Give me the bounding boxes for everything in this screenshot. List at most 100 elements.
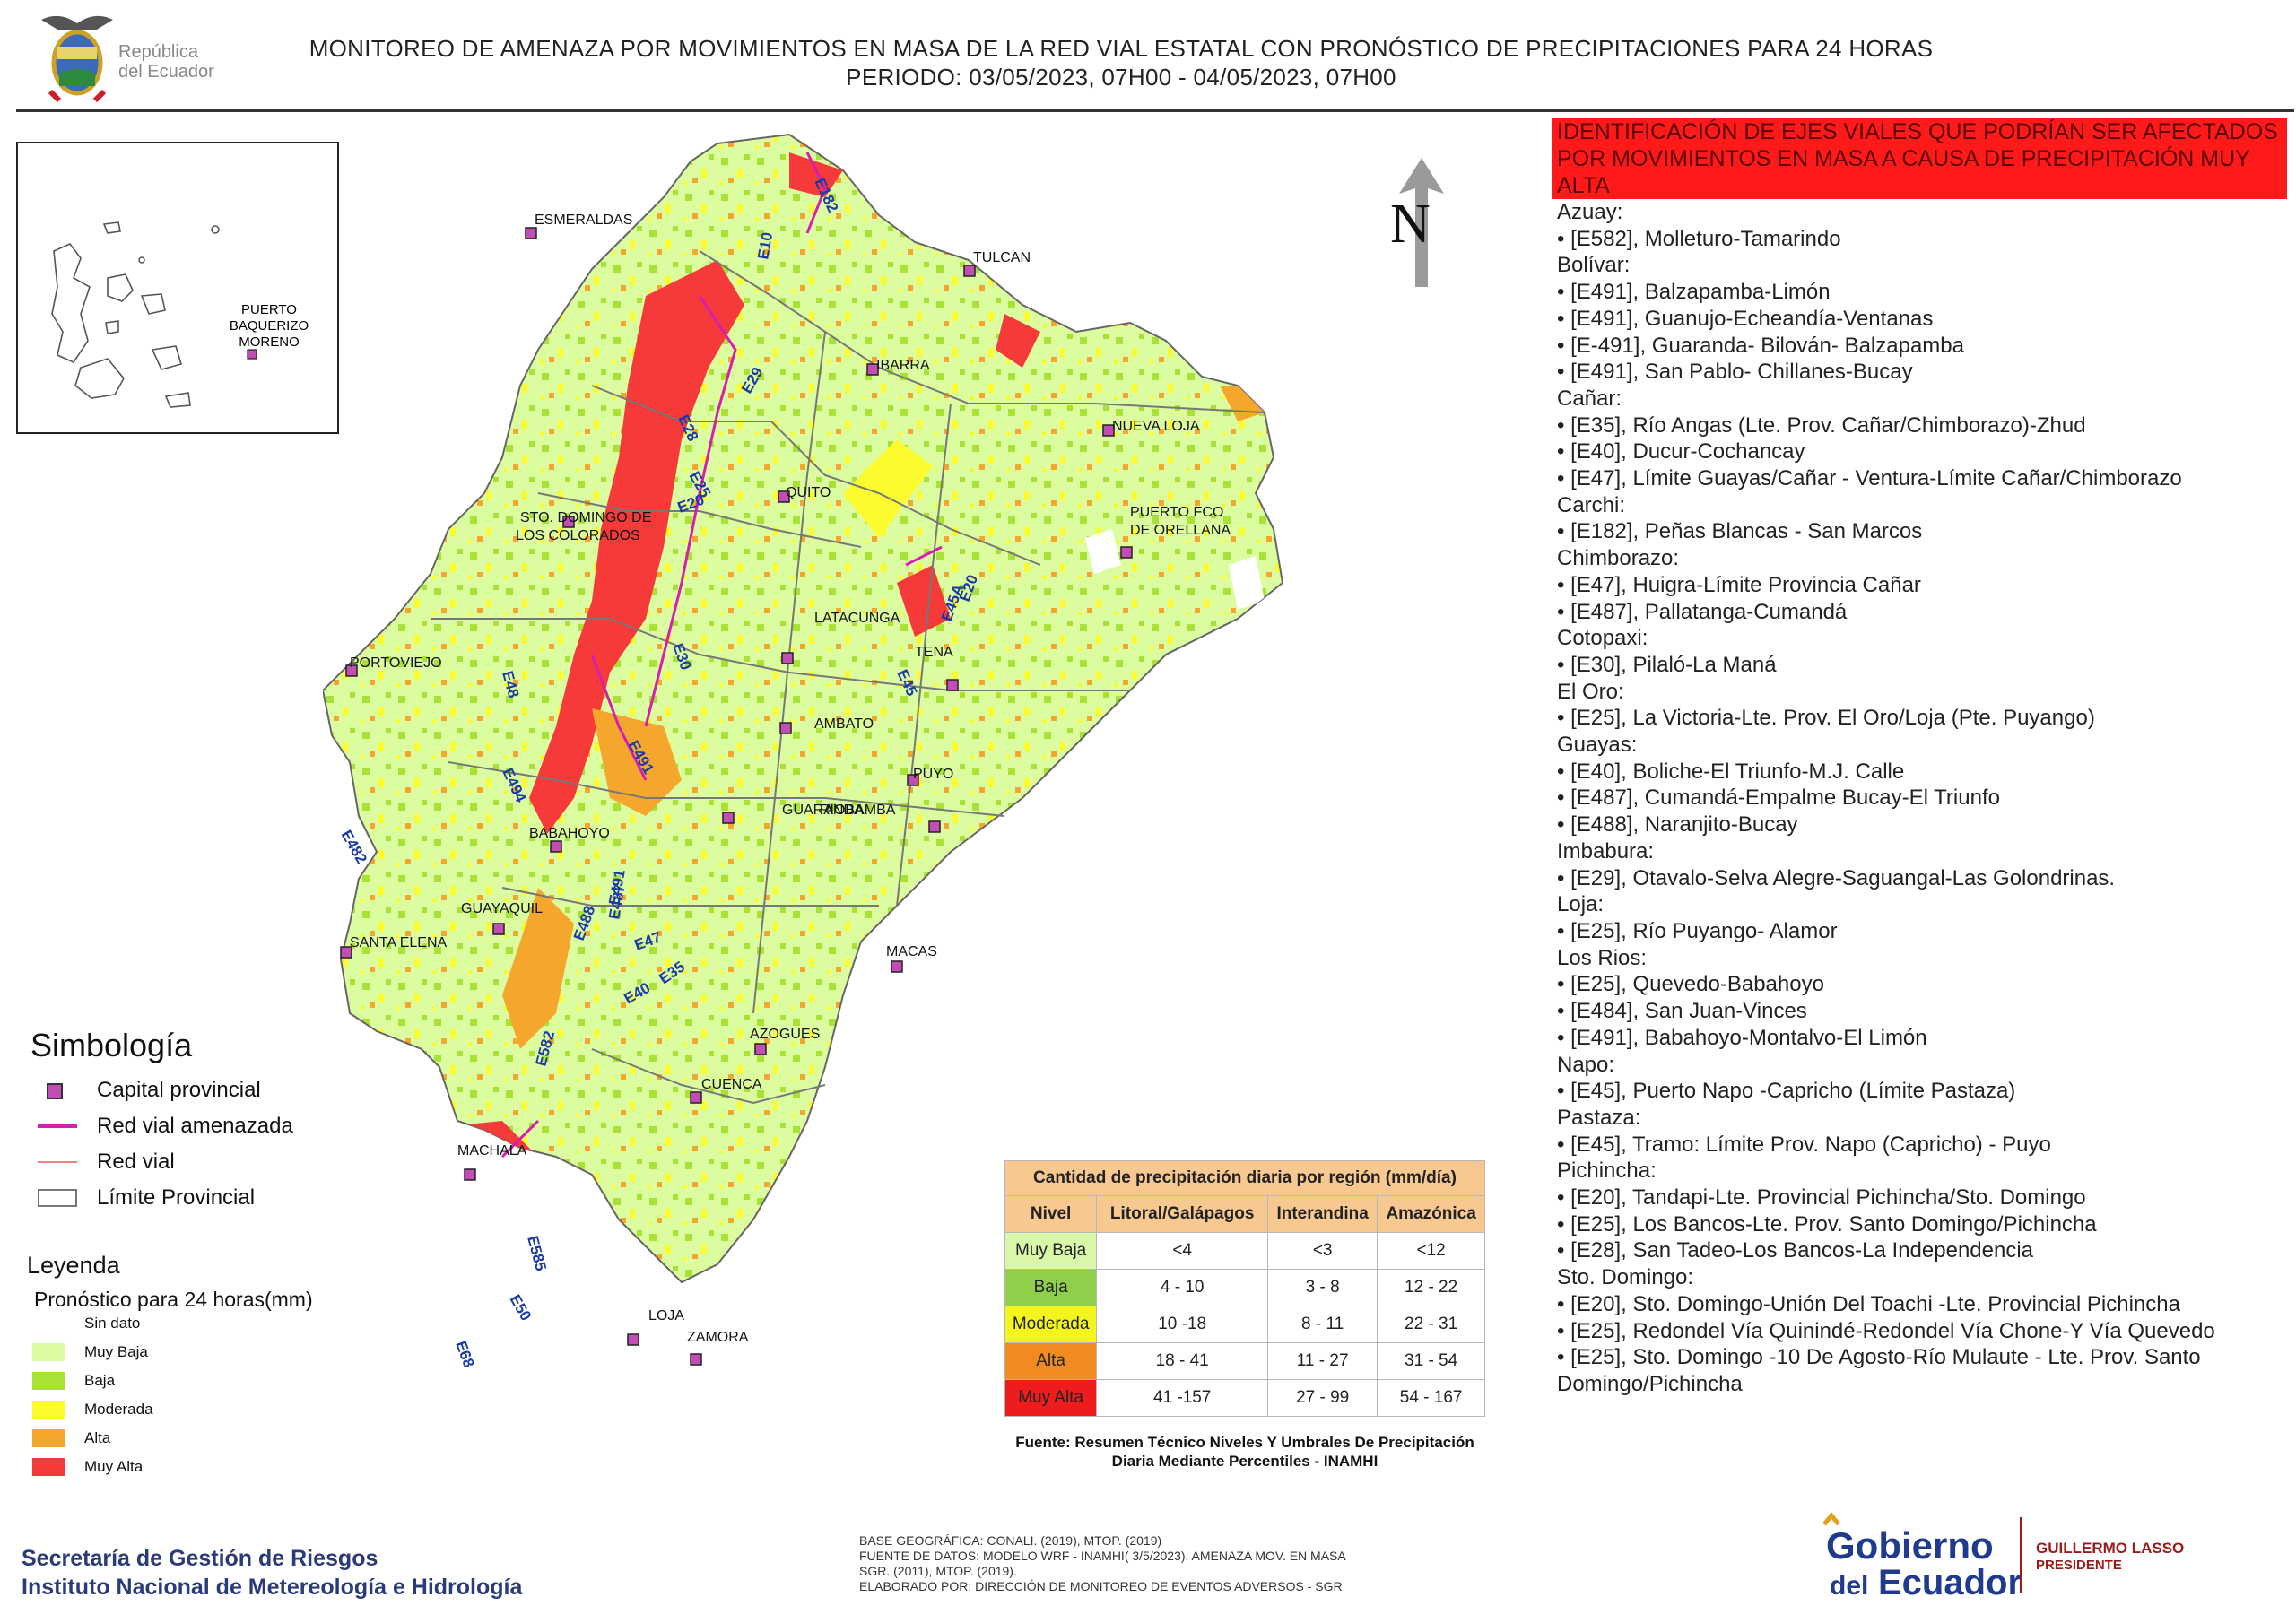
legend-label: Sin dato [84,1315,141,1332]
affected-roads-list: Azuay: • [E582], Molleturo-Tamarindo Bolív… [1552,199,2287,1398]
city-label: GUARANDA [782,803,864,818]
threshold-cell: 12 - 22 [1377,1269,1485,1306]
provincial-limit-box-icon [38,1189,77,1207]
capital-marker [779,722,792,734]
threshold-cell: 3 - 8 [1267,1269,1378,1306]
title-line-period: PERIODO: 03/05/2023, 07H00 - 04/05/2023,… [846,64,1396,91]
capital-marker [1102,424,1115,437]
affected-road-item: • [E491], San Pablo- Chillanes-Bucay [1557,360,1913,385]
symbology-item-road: Red vial [38,1150,175,1175]
legend-label: Muy Baja [84,1343,148,1360]
road-label: E68 [452,1339,477,1370]
threshold-cell: 11 - 27 [1267,1342,1378,1380]
capital-marker [247,349,257,360]
symbology-item-threatened-road: Red vial amenazada [38,1114,293,1139]
capital-marker [464,1168,476,1181]
threshold-cell: 18 - 41 [1096,1342,1269,1380]
legend-swatch [32,1343,65,1361]
affected-road-item: • [E47], Huigra-Límite Provincia Cañar [1557,572,1921,597]
city-label: QUITO [786,485,831,500]
affected-road-item: • [E182], Peñas Blancas - San Marcos [1557,519,1923,544]
city-label: PUERTO FCO [1130,505,1223,520]
table-row: Baja 4 - 10 3 - 8 12 - 22 [1004,1269,1485,1306]
legend-item: Sin dato [32,1315,140,1332]
symbology-item-capital: Capital provincial [38,1078,261,1103]
header-divider [16,109,2294,112]
legend-swatch [32,1401,65,1419]
province-heading: Napo: [1557,1052,1615,1077]
ecuador-threat-map: ESMERALDAS TULCAN IBARRA NUEVA LOJA QUITO STO… [322,117,1561,1497]
city-label: BABAHOYO [529,826,610,841]
affected-road-item: • [E491], Babahoyo-Montalvo-El Limón [1557,1025,1927,1050]
page-title: MONITOREO DE AMENAZA POR MOVIMIENTOS EN … [269,34,1973,91]
affected-road-item: • [E582], Molleturo-Tamarindo [1557,226,1841,251]
coat-of-arms-icon [41,15,113,103]
table-source: Fuente: Resumen Técnico Niveles Y Umbral… [1015,1434,1474,1470]
city-label: AMBATO [814,716,874,732]
capital-marker [562,516,575,528]
city-label: MACAS [886,944,937,959]
symbology-label: Red vial amenazada [97,1114,293,1138]
city-label: MORENO [239,334,300,350]
province-heading: Chimborazo: [1557,546,1680,571]
legend-title: Leyenda [27,1252,120,1279]
legend-item: Alta [32,1429,110,1447]
threatened-road-line-icon [38,1117,77,1135]
province-heading: Bolívar: [1557,253,1631,278]
capital-marker [754,1043,767,1055]
legend-item: Muy Baja [32,1343,148,1361]
agency-names: Secretaría de Gestión de Riesgos Institu… [22,1544,522,1601]
affected-road-item: • [E40], Ducur-Cochancay [1557,439,1805,464]
threshold-cell: 54 - 167 [1377,1379,1485,1417]
north-arrow-icon [1399,158,1444,287]
affected-road-item: • [E40], Boliche-El Triunfo-M.J. Calle [1557,759,1905,784]
province-heading: Cotopaxi: [1557,626,1648,651]
symbology-label: Límite Provincial [97,1185,256,1210]
city-label: LOJA [648,1308,684,1324]
city-label: ZAMORA [687,1330,749,1345]
legend-swatch [32,1315,65,1332]
legend-label: Muy Alta [84,1458,144,1475]
level-cell: Alta [1004,1342,1098,1380]
affected-road-item: • [E487], Pallatanga-Cumandá [1557,599,1848,624]
affected-road-item: • [E487], Cumandá-Empalme Bucay-El Triun… [1557,785,2000,811]
road-label: E482 [338,828,370,867]
level-cell: Muy Alta [1004,1379,1098,1417]
province-heading: Los Rios: [1557,945,1648,970]
city-markers: ESMERALDAS TULCAN IBARRA NUEVA LOJA QUITO STO… [340,213,1231,1366]
affected-road-item: • [E30], Pilaló-La Maná [1557,652,1777,677]
threatened-roads [500,152,943,1159]
logo-text-line-1: República [118,42,198,62]
agency-line: Secretaría de Gestión de Riesgos [22,1546,378,1571]
road-label: E585 [524,1234,550,1272]
capital-marker [492,923,505,935]
affected-road-item: • [E35], Río Angas (Lte. Prov. Cañar/Chi… [1557,412,2086,438]
level-cell: Moderada [1004,1306,1098,1343]
legend-swatch [32,1458,65,1476]
capital-marker [866,363,879,376]
capital-marker [928,820,941,833]
city-label: CUENCA [701,1077,762,1092]
precipitation-thresholds-table: Cantidad de precipitación diaria por reg… [1004,1160,1485,1417]
north-arrow [1381,152,1462,296]
symbology-label: Red vial [97,1150,175,1174]
legend-label: Alta [84,1429,111,1446]
threshold-cell: 31 - 54 [1377,1342,1485,1380]
road-line-icon [38,1153,77,1171]
logo-word: Ecuador [1878,1563,2022,1601]
city-label: RIOBAMBA [820,803,896,818]
threshold-cell: 8 - 11 [1267,1306,1378,1343]
credits-line: BASE GEOGRÁFICA: CONALI. (2019), MTOP. (… [859,1533,1162,1548]
capital-marker [690,1091,702,1104]
level-cell: Muy Baja [1004,1232,1098,1270]
capital-marker [722,812,735,824]
city-label: PORTOVIEJO [350,655,442,671]
affected-road-item: • [E47], Límite Guayas/Cañar - Ventura-L… [1557,466,2182,491]
affected-road-item: • [E29], Otavalo-Selva Alegre-Saguangal-… [1557,865,2116,890]
province-heading: Pastaza: [1557,1105,1641,1130]
city-label: STO. DOMINGO DE [520,510,651,525]
capital-marker [340,946,352,959]
table-header: Nivel [1004,1195,1098,1233]
capital-marker [550,840,562,853]
affected-road-item: • [E491], Guanujo-Echeandía-Ventanas [1557,306,1934,331]
